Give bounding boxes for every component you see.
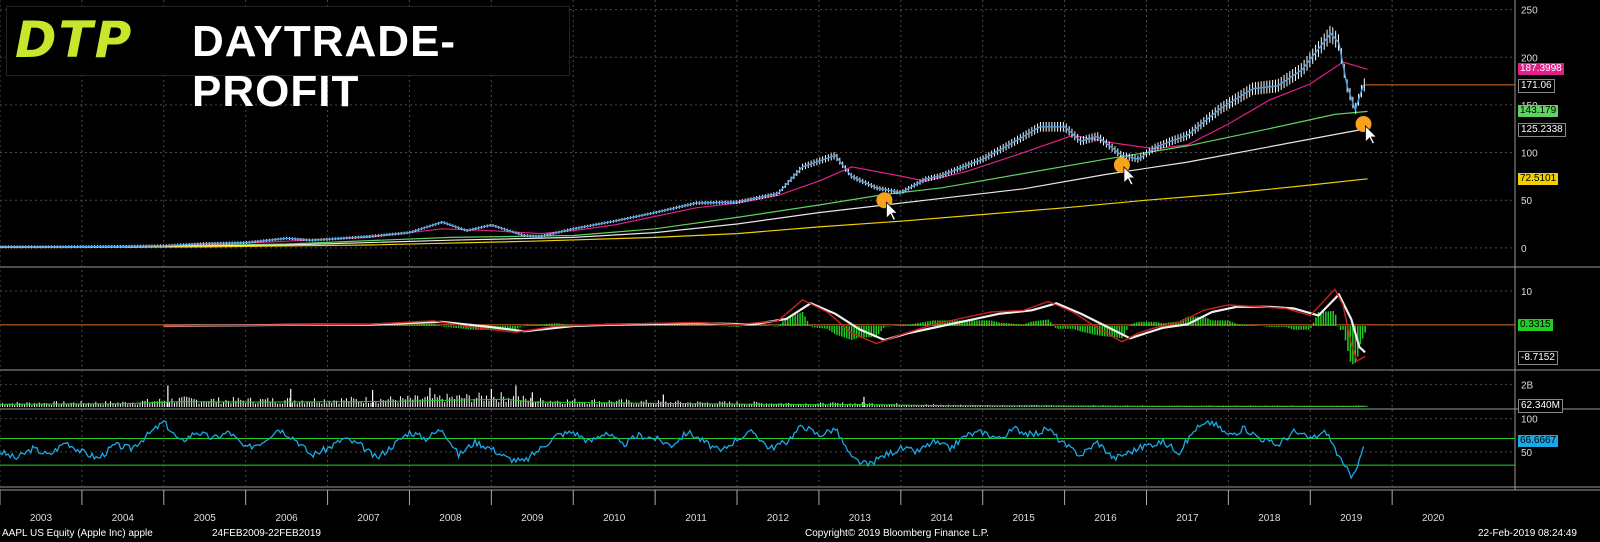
x-tick-label: 2004 (112, 513, 135, 524)
x-tick-label: 2019 (1340, 513, 1363, 524)
price-value-tag: 187.3998 (1518, 63, 1564, 76)
price-ma-green-line (0, 110, 1368, 248)
macd-tick-label: 10 (1521, 287, 1533, 298)
rsi-tick-label: 100 (1521, 415, 1538, 426)
price-tick-label: 200 (1521, 53, 1538, 64)
x-tick-label: 2006 (275, 513, 298, 524)
price-ma-yellow-line (0, 178, 1368, 248)
x-tick-label: 2005 (194, 513, 217, 524)
rsi-value-tag: 66.6667 (1518, 434, 1559, 447)
x-tick-label: 2016 (1094, 513, 1117, 524)
footer-date-range: 24FEB2009-22FEB2019 (212, 528, 321, 539)
x-tick-label: 2014 (931, 513, 954, 524)
macd-signal-line (163, 292, 1366, 354)
x-tick-label: 2013 (849, 513, 872, 524)
rsi-tick-label: 50 (1521, 448, 1533, 459)
volume-tick-label: 2B (1521, 380, 1534, 391)
x-tick-label: 2020 (1422, 513, 1445, 524)
volume-ma-line (0, 398, 1368, 407)
price-value-tag: 171.06 (1518, 78, 1555, 93)
price-ma-white-line (0, 127, 1368, 248)
price-tick-label: 0 (1521, 244, 1527, 255)
x-tick-label: 2015 (1013, 513, 1036, 524)
x-tick-label: 2011 (685, 513, 707, 524)
x-tick-label: 2018 (1258, 513, 1281, 524)
price-value-tag: 72.5101 (1518, 172, 1559, 185)
rsi-line (0, 419, 1365, 480)
logo: DTP DAYTRADE-PROFIT (6, 6, 570, 116)
price-tick-label: 250 (1521, 6, 1538, 17)
volume-value-tag: 62.340M (1518, 399, 1563, 413)
price-line (0, 32, 1365, 248)
cursor-icon (1123, 165, 1136, 186)
x-tick-label: 2017 (1176, 513, 1199, 524)
x-tick-label: 2003 (30, 513, 53, 524)
price-value-tag: 143.179 (1518, 105, 1559, 118)
price-tick-label: 100 (1521, 149, 1538, 160)
x-tick-label: 2012 (767, 513, 790, 524)
x-tick-label: 2009 (521, 513, 544, 524)
x-tick-label: 2007 (357, 513, 380, 524)
macd-line (163, 288, 1366, 363)
cursor-icon (1365, 125, 1378, 145)
footer-ticker: AAPL US Equity (Apple Inc) apple (2, 528, 153, 539)
footer-timestamp: 22-Feb-2019 08:24:49 (1478, 528, 1577, 539)
logo-text: DAYTRADE-PROFIT (192, 17, 457, 116)
price-value-tag: 125.2338 (1518, 122, 1566, 137)
footer-copyright: Copyright© 2019 Bloomberg Finance L.P. (805, 528, 989, 539)
x-tick-label: 2010 (603, 513, 626, 524)
x-tick-label: 2008 (439, 513, 462, 524)
price-tick-label: 50 (1521, 196, 1533, 207)
cursor-icon (886, 201, 899, 221)
macd-value-tag: 0.3315 (1518, 318, 1553, 331)
logo-mark: DTP (15, 11, 134, 69)
macd-value-tag: -8.7152 (1518, 350, 1558, 365)
